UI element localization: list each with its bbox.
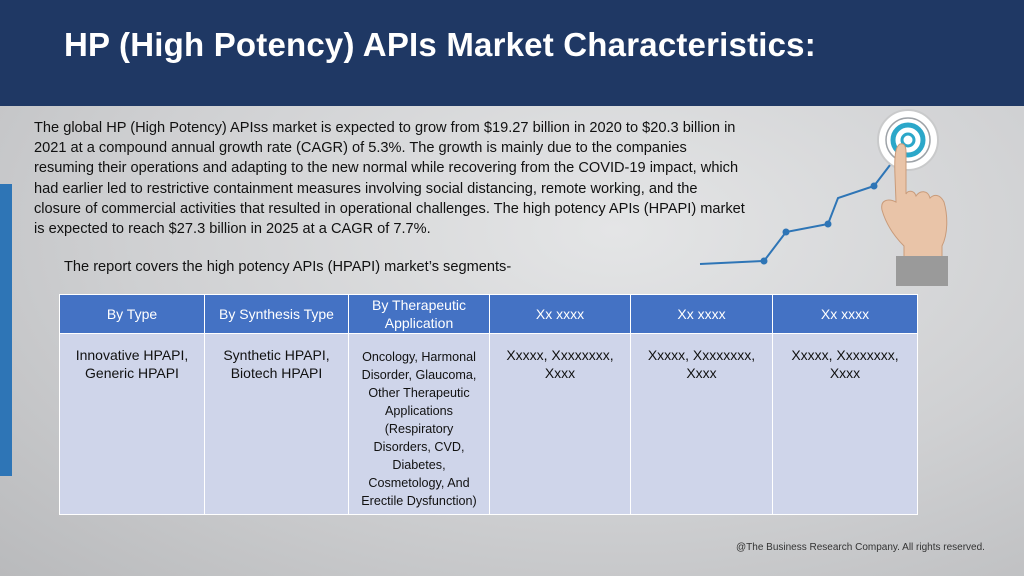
column-header: By Type — [59, 294, 205, 334]
copyright-footer: @The Business Research Company. All righ… — [736, 542, 985, 553]
table-header-row: By Type By Synthesis Type By Therapeutic… — [59, 294, 918, 334]
table-cell: Synthetic HPAPI, Biotech HPAPI — [204, 333, 349, 515]
header-bar: HP (High Potency) APIs Market Characteri… — [0, 0, 1024, 106]
table-cell: Innovative HPAPI, Generic HPAPI — [59, 333, 205, 515]
growth-target-graphic — [699, 109, 948, 286]
column-header: By Therapeutic Application — [348, 294, 490, 334]
segments-intro: The report covers the high potency APIs … — [64, 259, 512, 275]
pointing-hand-icon — [881, 143, 948, 286]
target-icon — [877, 109, 939, 171]
column-header: Xx xxxx — [489, 294, 631, 334]
table-cell: Xxxxx, Xxxxxxxx, Xxxx — [489, 333, 631, 515]
table-cell: Xxxxx, Xxxxxxxx, Xxxx — [630, 333, 773, 515]
column-header: Xx xxxx — [630, 294, 773, 334]
page-title: HP (High Potency) APIs Market Characteri… — [64, 26, 816, 63]
segments-table: By Type By Synthesis Type By Therapeutic… — [59, 294, 918, 515]
table-cell: Oncology, Harmonal Disorder, Glaucoma, O… — [348, 333, 490, 515]
table-cell: Xxxxx, Xxxxxxxx, Xxxx — [772, 333, 918, 515]
intro-paragraph: The global HP (High Potency) APIss marke… — [34, 120, 745, 238]
table-row: Innovative HPAPI, Generic HPAPI Syntheti… — [59, 333, 918, 515]
column-header: By Synthesis Type — [204, 294, 349, 334]
left-accent-bar — [0, 184, 12, 476]
column-header: Xx xxxx — [772, 294, 918, 334]
